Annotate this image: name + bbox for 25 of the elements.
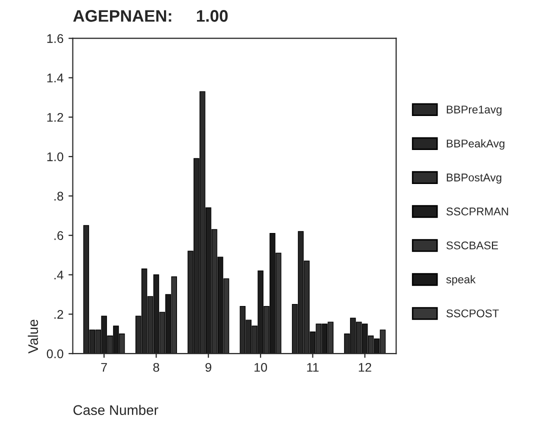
y-tick-label: .2: [54, 310, 64, 319]
y-axis-title: Value: [28, 320, 38, 354]
y-tick-label: .8: [54, 192, 64, 201]
legend-label: BBPeakAvg: [446, 139, 504, 150]
x-tick-label: 7: [101, 363, 107, 372]
y-tick-label: 0.0: [46, 349, 64, 358]
legend-label: speak: [446, 275, 476, 286]
y-tick-label: 1.0: [47, 152, 64, 162]
y-tick-label: 1.4: [47, 74, 64, 82]
x-tick-label: 9: [205, 362, 212, 372]
x-tick-label: 10: [254, 362, 268, 372]
y-tick-label: 1.2: [47, 112, 64, 122]
legend-label: SSCPRMAN: [446, 208, 508, 216]
y-tick-label: .6: [54, 231, 64, 240]
y-tick-label: 1.6: [47, 34, 64, 43]
legend-label: SSCBASE: [446, 242, 498, 250]
legend-label: SSCPOST: [446, 309, 499, 318]
x-tick-label: 8: [153, 362, 160, 372]
legend-label: BBPostAvg: [446, 174, 502, 184]
x-tick-label: 12: [358, 362, 372, 372]
x-axis-title: Case Number: [73, 404, 158, 416]
x-tick-label: 11: [307, 363, 319, 372]
chart-title: AGEPNAEN: 1.00: [73, 10, 228, 22]
y-tick-label: .4: [54, 270, 64, 280]
legend-label: BBPre1avg: [446, 106, 502, 116]
